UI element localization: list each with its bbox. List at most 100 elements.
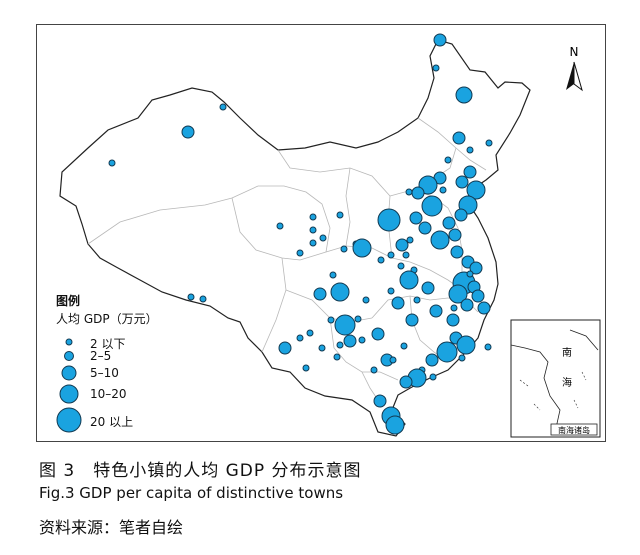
town-marker <box>309 226 317 234</box>
town-marker <box>471 289 485 303</box>
town-marker <box>329 271 337 279</box>
town-marker <box>387 287 395 295</box>
town-marker <box>181 125 195 139</box>
town-marker <box>454 208 468 222</box>
legend-symbols <box>56 338 82 433</box>
town-marker <box>387 251 395 259</box>
town-marker <box>296 249 304 257</box>
town-marker <box>460 298 474 312</box>
town-marker <box>391 296 405 310</box>
legend-label-over-20: 20 以上 <box>90 415 134 429</box>
legend-label-5-10: 5–10 <box>90 366 119 380</box>
figure-caption-english: Fig.3 GDP per capita of distinctive town… <box>39 484 344 502</box>
legend-symbol-2-5 <box>64 351 74 361</box>
legend-symbol-under-2 <box>65 338 73 346</box>
town-marker <box>400 342 408 350</box>
town-marker <box>219 103 227 111</box>
town-marker <box>466 270 474 278</box>
town-marker <box>455 86 473 104</box>
china-outline <box>59 39 531 437</box>
town-marker <box>469 261 483 275</box>
town-marker <box>448 228 462 242</box>
town-marker <box>466 180 486 200</box>
town-marker <box>334 314 356 336</box>
town-marker <box>302 364 310 372</box>
town-marker <box>444 156 452 164</box>
town-marker <box>399 270 419 290</box>
town-marker <box>406 236 414 244</box>
town-marker <box>430 230 450 250</box>
town-marker <box>411 186 425 200</box>
town-marker <box>377 256 385 264</box>
town-marker <box>362 296 370 304</box>
town-marker <box>354 315 362 323</box>
town-marker <box>327 316 335 324</box>
town-marker <box>313 287 327 301</box>
town-marker <box>466 146 474 154</box>
town-marker <box>446 313 460 327</box>
town-marker <box>418 175 438 195</box>
town-marker <box>296 334 304 342</box>
legend-symbol-over-20 <box>56 407 82 433</box>
north-label: N <box>570 45 579 59</box>
town-marker <box>413 296 421 304</box>
inset-title: 南海诸岛 <box>558 425 590 435</box>
town-marker <box>309 213 317 221</box>
town-marker <box>336 341 344 349</box>
town-markers <box>108 33 493 435</box>
town-marker <box>463 165 477 179</box>
town-marker <box>358 336 366 344</box>
town-marker <box>402 251 410 259</box>
town-marker <box>352 238 372 258</box>
legend-symbol-10-20 <box>59 384 79 404</box>
town-marker <box>377 208 401 232</box>
town-marker <box>432 64 440 72</box>
inset-label-hai: 海 <box>562 376 572 389</box>
town-marker <box>405 313 419 327</box>
town-marker <box>306 329 314 337</box>
south-china-sea-inset <box>510 319 601 438</box>
town-marker <box>333 353 341 361</box>
town-marker <box>409 211 423 225</box>
town-marker <box>458 354 466 362</box>
town-marker <box>421 281 435 295</box>
town-marker <box>433 33 447 47</box>
figure-caption-chinese: 图 3 特色小镇的人均 GDP 分布示意图 <box>39 461 362 481</box>
north-arrow <box>566 61 583 92</box>
town-marker <box>340 245 348 253</box>
legend-label-10-20: 10–20 <box>90 387 127 401</box>
town-marker <box>397 262 405 270</box>
town-marker <box>456 335 476 355</box>
town-marker <box>452 131 466 145</box>
town-marker <box>442 216 456 230</box>
legend-subtitle: 人均 GDP（万元） <box>56 312 158 326</box>
town-marker <box>330 282 350 302</box>
town-marker <box>336 211 344 219</box>
town-marker <box>199 295 207 303</box>
figure-source: 资料来源：笔者自绘 <box>39 518 184 537</box>
town-marker <box>418 221 432 235</box>
legend-title: 图例 <box>56 294 81 308</box>
inset-label-nan: 南 <box>562 346 572 359</box>
town-marker <box>370 366 378 374</box>
town-marker <box>450 245 464 259</box>
town-marker <box>389 356 397 364</box>
town-marker <box>477 301 491 315</box>
town-marker <box>319 234 327 242</box>
town-marker <box>429 304 443 318</box>
town-marker <box>187 293 195 301</box>
town-marker <box>455 175 469 189</box>
town-marker <box>108 159 116 167</box>
town-marker <box>421 195 443 217</box>
town-marker <box>371 327 385 341</box>
legend-label-under-2: 2 以下 <box>90 337 126 351</box>
town-marker <box>425 353 439 367</box>
town-marker <box>450 304 458 312</box>
legend-symbol-5-10 <box>61 365 77 381</box>
town-marker <box>429 373 437 381</box>
town-marker <box>318 344 326 352</box>
town-marker <box>276 222 284 230</box>
town-marker <box>309 239 317 247</box>
town-marker <box>436 341 458 363</box>
